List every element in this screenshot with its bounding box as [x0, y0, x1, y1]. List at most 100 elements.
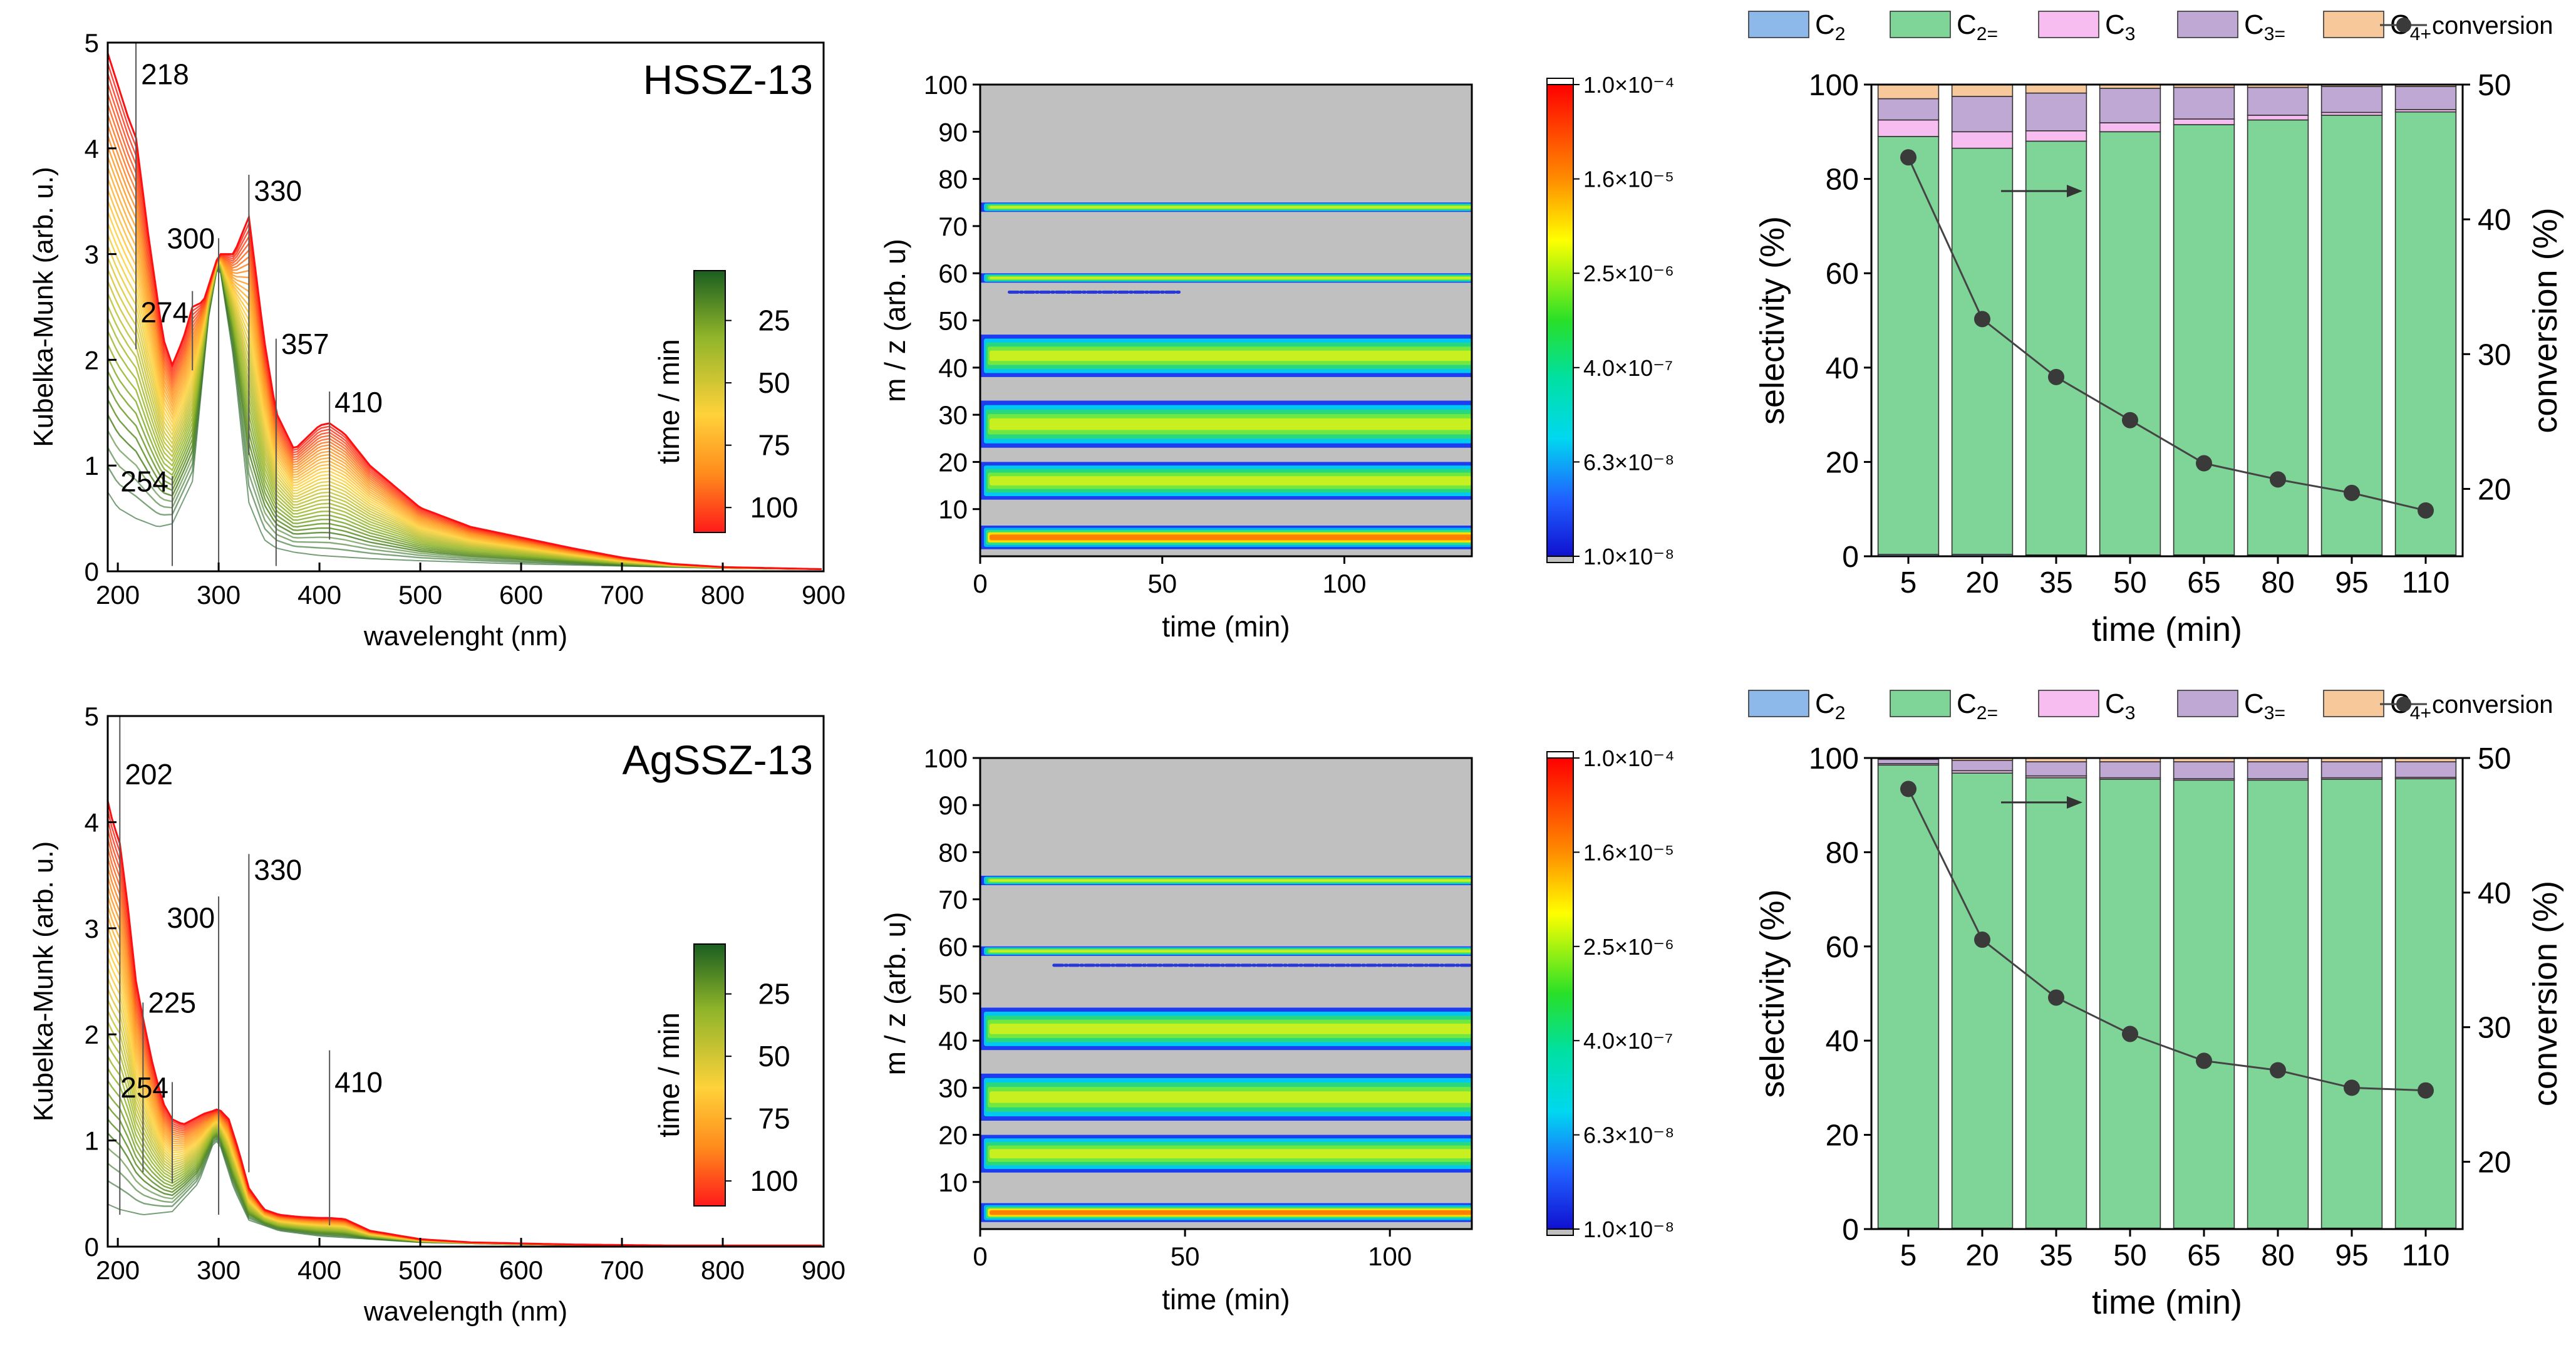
legend-item: C3=: [2177, 9, 2285, 44]
legend-label: conversion: [2432, 12, 2553, 39]
legend-conversion-marker: [2396, 697, 2411, 712]
peak-label-225: 225: [148, 986, 196, 1019]
heatmap-band: [980, 202, 1472, 212]
y-tick-label: 60: [1826, 931, 1859, 964]
bar-stack: [2394, 757, 2457, 1230]
y-tick-label: 100: [1809, 742, 1859, 776]
legend-swatch: [2038, 690, 2099, 717]
legend-item: C3: [2038, 9, 2135, 44]
legend-item: conversion: [2380, 12, 2553, 39]
bar-segment-C2=: [2173, 124, 2235, 556]
conversion-point: [1974, 932, 1990, 948]
y-tick-label: 3: [85, 240, 99, 269]
peak-label-330: 330: [254, 854, 302, 886]
x-tick-label: 200: [96, 580, 140, 610]
y-tick-label: 40: [938, 1026, 968, 1056]
selectivity-frame: [1870, 757, 2464, 1230]
y-tick-label: 10: [938, 1168, 968, 1197]
bar-segment-C3=: [1951, 759, 2014, 772]
x-tick-label: 100: [1368, 1242, 1412, 1271]
time-colorbar: [693, 943, 726, 1207]
bar-stack: [1951, 84, 2014, 557]
y2-tick-label: 40: [2478, 877, 2511, 910]
heatmap-band: [980, 526, 1472, 549]
x-tick-label: 65: [2187, 1239, 2220, 1272]
colorbar-overflow-cap: [1546, 751, 1574, 759]
heatmap-band: [980, 400, 1472, 448]
bar-segment-C2=: [1951, 772, 2014, 1229]
bar-segment-C3=: [2025, 761, 2087, 777]
x-tick-label: 600: [499, 1255, 543, 1285]
peak-label-202: 202: [125, 758, 173, 791]
x-tick-label: 35: [2039, 1239, 2072, 1272]
heatmap-band: [980, 273, 1472, 283]
bar-segment-C3=: [2099, 761, 2161, 779]
legend-label: C3: [2105, 9, 2135, 44]
x-tick-label: 95: [2335, 1239, 2368, 1272]
y-axis-title: m / z (arb. u): [879, 239, 911, 402]
band-contour: [990, 350, 1472, 361]
band-contour: [990, 476, 1472, 485]
peak-label-274: 274: [140, 296, 189, 328]
band-contour: [990, 205, 1472, 209]
bar-stack: [2025, 757, 2087, 1230]
peak-label-254: 254: [120, 1071, 168, 1104]
x-tick-label: 5: [1900, 1239, 1917, 1272]
peak-label-410: 410: [334, 386, 383, 418]
legend-swatch: [2177, 690, 2238, 717]
bar-segment-C2=: [2173, 779, 2235, 1229]
y2-tick-label: 30: [2478, 338, 2511, 371]
legend-item: C2: [1748, 9, 1845, 44]
y-tick-label: 5: [85, 702, 99, 731]
bar-segment-C2=: [2394, 778, 2457, 1229]
conversion-point: [2344, 1079, 2360, 1096]
bar-segment-C2=: [2320, 779, 2383, 1229]
x-tick-label: 80: [2261, 566, 2294, 600]
y-tick-label: 0: [1842, 1213, 1859, 1247]
legend-item: conversion: [2380, 691, 2553, 719]
x-tick-label: 95: [2335, 566, 2368, 600]
colorbar-tick-label: 100: [750, 1165, 799, 1197]
conversion-point: [2418, 502, 2434, 519]
legend-label: C2: [1815, 9, 1845, 44]
y2-tick-label: 20: [2478, 1146, 2511, 1180]
colorbar-tick-label: 4.0×10⁻⁷: [1583, 355, 1673, 381]
bar-segment-C3=: [2173, 86, 2235, 120]
conversion-point: [2196, 455, 2212, 472]
y-tick-label: 0: [1842, 541, 1859, 574]
x-tick-label: 100: [1322, 569, 1366, 598]
bar-stack: [2320, 84, 2383, 557]
legend-label: C3: [2105, 688, 2135, 724]
conversion-point: [2344, 484, 2360, 501]
colorbar-overflow-cap: [1546, 78, 1574, 85]
colorbar-tick-label: 1.0×10⁻⁴: [1583, 72, 1675, 98]
y-tick-label: 90: [938, 791, 968, 820]
colorbar-tick-label: 2.5×10⁻⁶: [1583, 261, 1674, 286]
x-tick-label: 110: [2402, 566, 2450, 600]
legend-item: C4+: [2323, 9, 2431, 44]
x-tick-label: 600: [499, 580, 543, 610]
colorbar-tick-label: 2.5×10⁻⁶: [1583, 934, 1674, 960]
y-tick-label: 80: [938, 165, 968, 194]
y2-axis-title: conversion (%): [2527, 881, 2564, 1106]
bar-segment-C3=: [2394, 86, 2457, 110]
bar-segment-C3=: [1877, 98, 1940, 121]
y-tick-label: 50: [938, 306, 968, 336]
bar-stack: [2099, 84, 2161, 557]
intensity-colorbar: [1546, 757, 1574, 1230]
peak-label-300: 300: [167, 222, 215, 254]
x-tick-label: 500: [398, 1255, 442, 1285]
heatmap-band: [980, 335, 1472, 377]
conversion-line: [1907, 788, 2426, 1092]
x-tick-label: 65: [2187, 566, 2220, 600]
conversion-line: [1907, 157, 2426, 512]
arrow-head: [2067, 796, 2082, 809]
y-tick-label: 2: [85, 1020, 99, 1049]
bar-segment-C2=: [2025, 140, 2087, 556]
bar-segment-C3: [2099, 122, 2161, 133]
conversion-point: [1900, 149, 1916, 166]
heatmap-band: [980, 1007, 1472, 1051]
